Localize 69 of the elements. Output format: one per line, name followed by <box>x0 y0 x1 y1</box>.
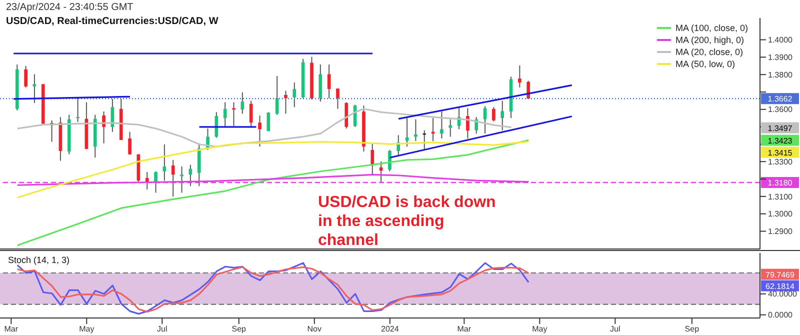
candlestick <box>249 100 253 128</box>
y-tick-label: 1.3600 <box>768 105 794 114</box>
candlestick <box>232 102 236 126</box>
candlestick <box>145 172 149 190</box>
x-tick-label: Mar <box>4 324 18 334</box>
candlestick <box>422 130 426 150</box>
candlestick <box>154 170 158 194</box>
text: 1.3497 <box>768 124 793 133</box>
candlestick <box>483 106 487 134</box>
legend-label: MA (200, high, 0) <box>675 34 744 46</box>
x-tick-label: Sep <box>684 324 700 334</box>
ref-line-label: 1.3662 <box>768 94 793 104</box>
chart-title: USD/CAD, Real-timeCurrencies:USD/CAD, W <box>6 16 218 27</box>
ref-line-label: 1.3180 <box>768 178 793 188</box>
legend-label: MA (50, low, 0) <box>675 58 735 70</box>
y-tick-label: 1.4000 <box>768 36 794 45</box>
x-tick-label: Nov <box>307 324 322 334</box>
candlestick <box>466 108 470 139</box>
candlestick <box>284 90 288 114</box>
candlestick <box>128 131 132 156</box>
line-series <box>16 139 530 246</box>
text: 62.1814 <box>766 282 796 291</box>
candlestick <box>266 112 270 132</box>
candlestick <box>24 66 28 88</box>
chart-title: Stoch (14, 1, 3) <box>8 255 70 265</box>
y-tick-label: 1.3000 <box>768 210 794 219</box>
x-tick-label: 2024 <box>381 324 400 334</box>
candlestick <box>102 110 106 144</box>
candlestick <box>370 142 374 176</box>
y-tick-label: 40.0000 <box>768 290 798 299</box>
x-tick-label: Jul <box>157 324 168 334</box>
candlestick <box>223 102 227 128</box>
candlestick <box>32 74 36 104</box>
candlestick <box>388 149 392 172</box>
candlestick <box>327 64 331 99</box>
candlestick <box>448 118 452 138</box>
annotation: USD/CAD is back down in the ascending channel <box>318 193 497 250</box>
line-series <box>16 108 512 148</box>
x-tick-label: May <box>79 324 94 334</box>
candlestick <box>240 92 244 114</box>
text: 1.3423 <box>768 136 793 146</box>
candlestick <box>171 159 175 198</box>
candlestick <box>492 106 496 122</box>
legend-label: MA (100, close, 0) <box>675 22 748 34</box>
y-tick-label: 1.3900 <box>768 53 794 62</box>
y-tick-label: 1.3100 <box>768 192 794 202</box>
candlestick <box>292 82 296 108</box>
x-tick-label: Jul <box>610 324 621 334</box>
x-tick-label: May <box>532 324 548 334</box>
y-tick-label: 1.2900 <box>768 227 794 236</box>
candlestick <box>336 88 340 110</box>
x-tick-label: Sep <box>232 324 247 334</box>
candlestick <box>440 110 444 139</box>
text: 1.3415 <box>768 148 793 158</box>
y-tick-label: 1.3800 <box>768 70 794 80</box>
y-tick-label: 1.3300 <box>768 157 794 166</box>
candlestick <box>474 116 478 134</box>
candlestick <box>500 100 504 131</box>
y-tick-label: 0.0000 <box>768 310 794 320</box>
candlestick <box>76 96 80 122</box>
candlestick <box>258 114 262 148</box>
chart-subtitle: 23/Apr/2024 - 23:40:55 GMT <box>6 2 134 13</box>
x-tick-label: Mar <box>457 324 472 334</box>
text: 79.7469 <box>766 270 796 280</box>
candlestick <box>180 166 184 194</box>
candlestick <box>414 118 418 142</box>
candlestick <box>162 144 166 182</box>
candlestick <box>518 64 522 88</box>
legend-label: MA (20, close, 0) <box>675 46 743 58</box>
